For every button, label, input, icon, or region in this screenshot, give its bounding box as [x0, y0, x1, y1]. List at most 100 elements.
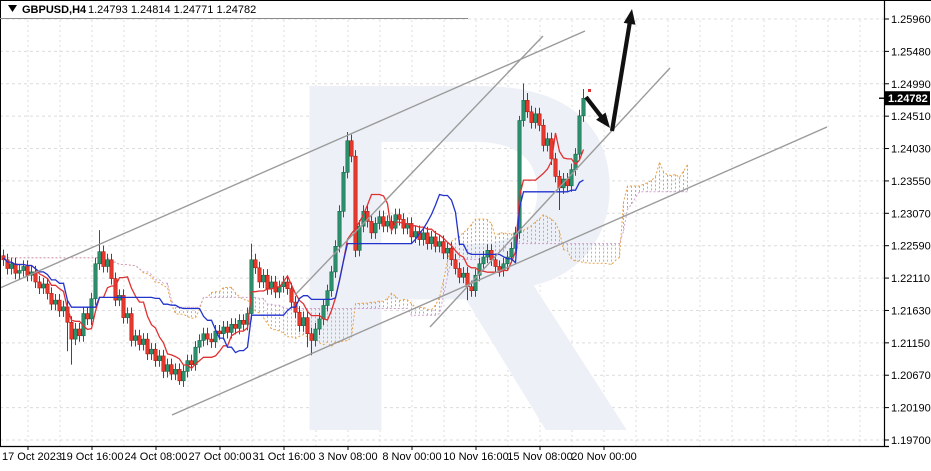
- candle-body: [469, 286, 474, 291]
- candle-body: [69, 322, 74, 340]
- candle-body: [37, 281, 42, 289]
- x-axis-label: 20 Nov 00:00: [571, 451, 636, 463]
- candle-body: [61, 306, 66, 312]
- candle-body: [321, 305, 326, 320]
- candle-body: [509, 248, 514, 258]
- candle-body: [521, 100, 526, 121]
- y-axis-label: 1.23070: [891, 208, 931, 220]
- candle-body: [209, 338, 214, 343]
- candle-body: [333, 246, 338, 273]
- symbol-dropdown-icon[interactable]: [8, 5, 17, 12]
- candle-body: [581, 98, 586, 117]
- projected-rally-arrow[interactable]: [609, 9, 636, 132]
- candle-body: [177, 369, 182, 382]
- candle-body: [441, 241, 446, 254]
- candle-body: [393, 214, 398, 229]
- candle-body: [189, 360, 194, 365]
- candle-body: [45, 283, 50, 294]
- candle-body: [169, 364, 174, 375]
- candle-body: [505, 256, 510, 265]
- candle-body: [493, 259, 498, 267]
- x-axis-label: 15 Nov 08:00: [507, 451, 572, 463]
- y-axis-label: 1.24990: [891, 79, 931, 91]
- y-axis-label: 1.24030: [891, 144, 931, 156]
- candles: [1, 83, 586, 387]
- candle-body: [137, 335, 142, 345]
- candle-body: [57, 299, 62, 312]
- candle-body: [313, 328, 318, 341]
- candle-body: [553, 158, 558, 177]
- candle-body: [221, 326, 226, 335]
- candle-body: [181, 371, 186, 382]
- candle-body: [125, 313, 130, 318]
- candle-body: [85, 313, 90, 320]
- y-axis-label: 1.22590: [891, 241, 931, 253]
- candle-body: [225, 326, 230, 333]
- senkou-span-b: [3, 191, 688, 316]
- y-axis-label: 1.19700: [891, 435, 931, 447]
- candle-body: [397, 214, 402, 220]
- candle-body: [429, 236, 434, 244]
- pullback-arrow[interactable]: [584, 95, 610, 128]
- candle-body: [229, 324, 234, 333]
- candle-body: [153, 348, 158, 361]
- candle-body: [9, 263, 14, 269]
- steep-support-line-1[interactable]: [294, 35, 544, 296]
- last-price-marker: [588, 89, 591, 92]
- candle-body: [369, 221, 374, 234]
- pullback-arrow-shaft: [584, 95, 605, 121]
- price-badge-bg: [885, 91, 930, 106]
- candle-body: [349, 140, 354, 157]
- candle-body: [301, 317, 306, 326]
- candle-body: [257, 267, 262, 283]
- y-axis-label: 1.21150: [891, 338, 930, 350]
- candle-body: [265, 274, 270, 289]
- y-axis-label: 1.25960: [891, 14, 931, 26]
- candle-body: [329, 271, 334, 291]
- candle-body: [517, 120, 522, 234]
- kijun-sen-line: [3, 179, 584, 354]
- grid: [0, 18, 884, 446]
- lower-channel-line[interactable]: [171, 126, 828, 416]
- current-price-badge: 1.24782: [879, 91, 930, 106]
- candle-body: [545, 138, 550, 146]
- y-axis-label: 1.25480: [891, 46, 931, 58]
- candle-body: [193, 346, 198, 365]
- y-axis-label: 1.20670: [891, 370, 931, 382]
- candle-body: [205, 333, 210, 340]
- y-axis-label: 1.23550: [891, 176, 931, 188]
- candle-body: [481, 256, 486, 265]
- x-axis-label: 27 Oct 00:00: [189, 451, 252, 463]
- candle-body: [141, 338, 146, 345]
- x-axis-label: 10 Nov 16:00: [443, 451, 508, 463]
- candle-body: [541, 124, 546, 146]
- candle-body: [201, 333, 206, 341]
- candle-body: [77, 328, 82, 337]
- candle-body: [309, 333, 314, 341]
- candle-body: [93, 263, 98, 300]
- ichimoku-cloud: [3, 160, 688, 348]
- price-badge-label: 1.24782: [888, 93, 928, 105]
- x-axis-label: 31 Oct 16:00: [253, 451, 316, 463]
- candle-body: [445, 248, 450, 254]
- candle-body: [325, 290, 330, 306]
- watermark-logo: R: [276, 0, 637, 471]
- pullback-arrow-head: [596, 112, 610, 128]
- candle-body: [261, 274, 266, 283]
- candle-body: [357, 225, 362, 251]
- candle-body: [365, 211, 370, 222]
- steep-support-line-2[interactable]: [429, 67, 671, 328]
- candle-body: [413, 231, 418, 238]
- candle-body: [25, 266, 30, 276]
- candle-body: [145, 338, 150, 355]
- candle-body: [337, 211, 342, 247]
- candle-body: [305, 317, 310, 335]
- candle-body: [353, 155, 358, 251]
- candle-body: [381, 216, 386, 227]
- projected-rally-arrow-head: [623, 9, 636, 25]
- candle-body: [97, 251, 102, 265]
- upper-channel-line[interactable]: [0, 30, 586, 289]
- candle-body: [161, 355, 166, 372]
